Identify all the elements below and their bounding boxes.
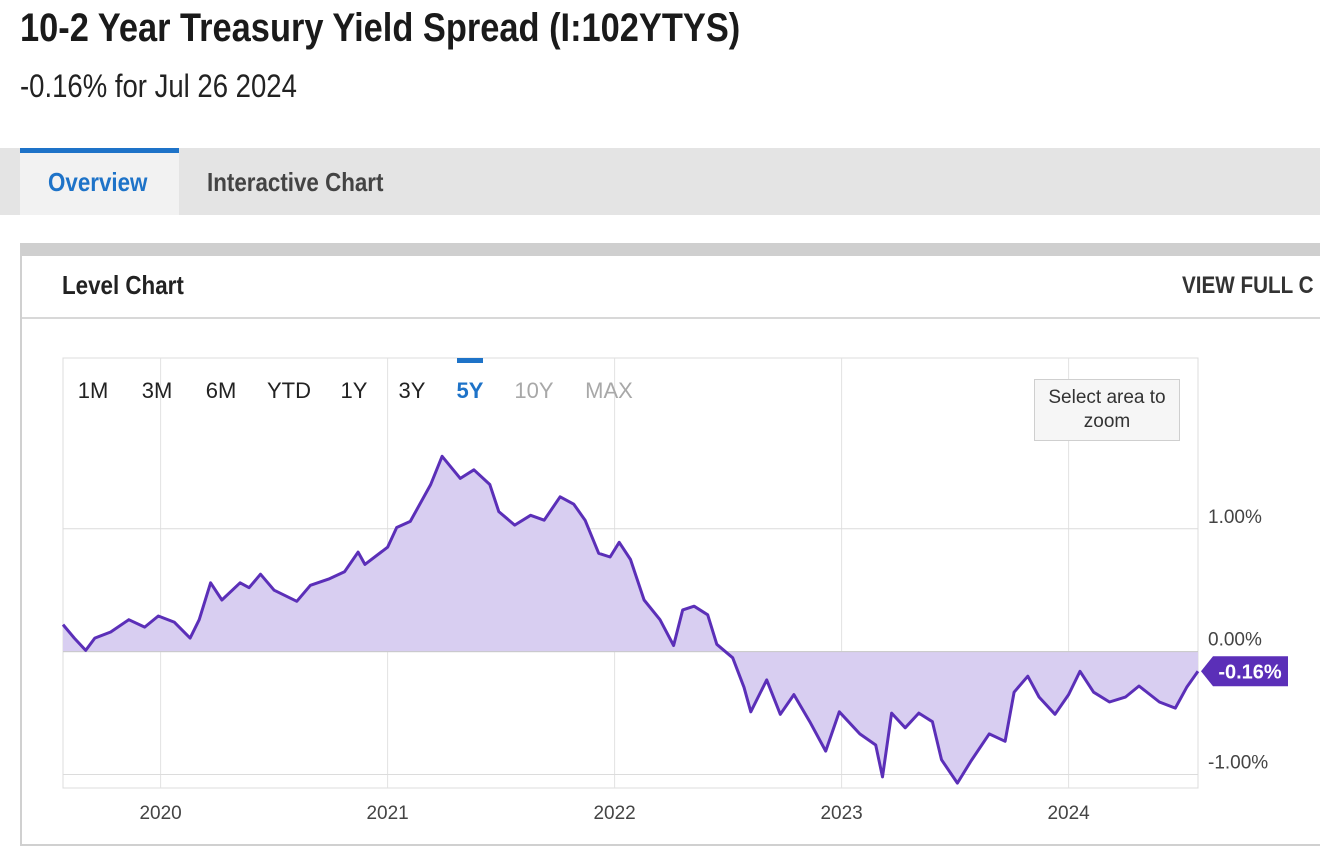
range-button[interactable]: 6M [206,378,237,403]
view-full-chart-link[interactable]: VIEW FULL C [1182,272,1314,299]
range-button: MAX [585,378,633,403]
range-selected-indicator [457,358,483,363]
panel-header: Level Chart VIEW FULL C [22,256,1320,319]
x-tick-label: 2023 [820,803,862,824]
x-tick-label: 2022 [593,803,635,824]
current-value-label: -0.16% [1218,661,1282,683]
range-button[interactable]: 5Y [457,378,484,403]
area-fill [63,456,1198,784]
tab[interactable]: Interactive Chart [207,148,467,215]
x-tick-label: 2020 [139,803,181,824]
series-line [61,454,1200,785]
tab-bar: Overview Interactive Chart [0,148,1320,215]
range-button: 10Y [514,378,553,403]
page-subtitle: -0.16% for Jul 26 2024 [20,68,297,104]
x-tick-label: 2024 [1047,803,1090,824]
range-button[interactable]: YTD [267,378,311,403]
zoom-hint: Select area to zoom [1034,379,1180,441]
panel-title: Level Chart [62,270,184,300]
chart-panel: Level Chart VIEW FULL C [20,243,1320,846]
range-button[interactable]: 3Y [399,378,426,403]
page-title: 10-2 Year Treasury Yield Spread (I:102YT… [20,6,741,50]
range-button[interactable]: 1Y [341,378,368,403]
range-button[interactable]: 1M [78,378,109,403]
tab[interactable]: Overview [20,148,179,215]
y-tick-label: 1.00% [1208,507,1262,528]
plot-border [62,357,1199,789]
tab-label[interactable]: Overview [48,167,148,197]
y-tick-label: -1.00% [1208,752,1268,773]
tab-label[interactable]: Interactive Chart [207,167,384,197]
x-tick-label: 2021 [366,803,408,824]
range-button[interactable]: 3M [142,378,173,403]
y-tick-label: 0.00% [1208,630,1262,651]
current-value-tag [1201,656,1288,687]
